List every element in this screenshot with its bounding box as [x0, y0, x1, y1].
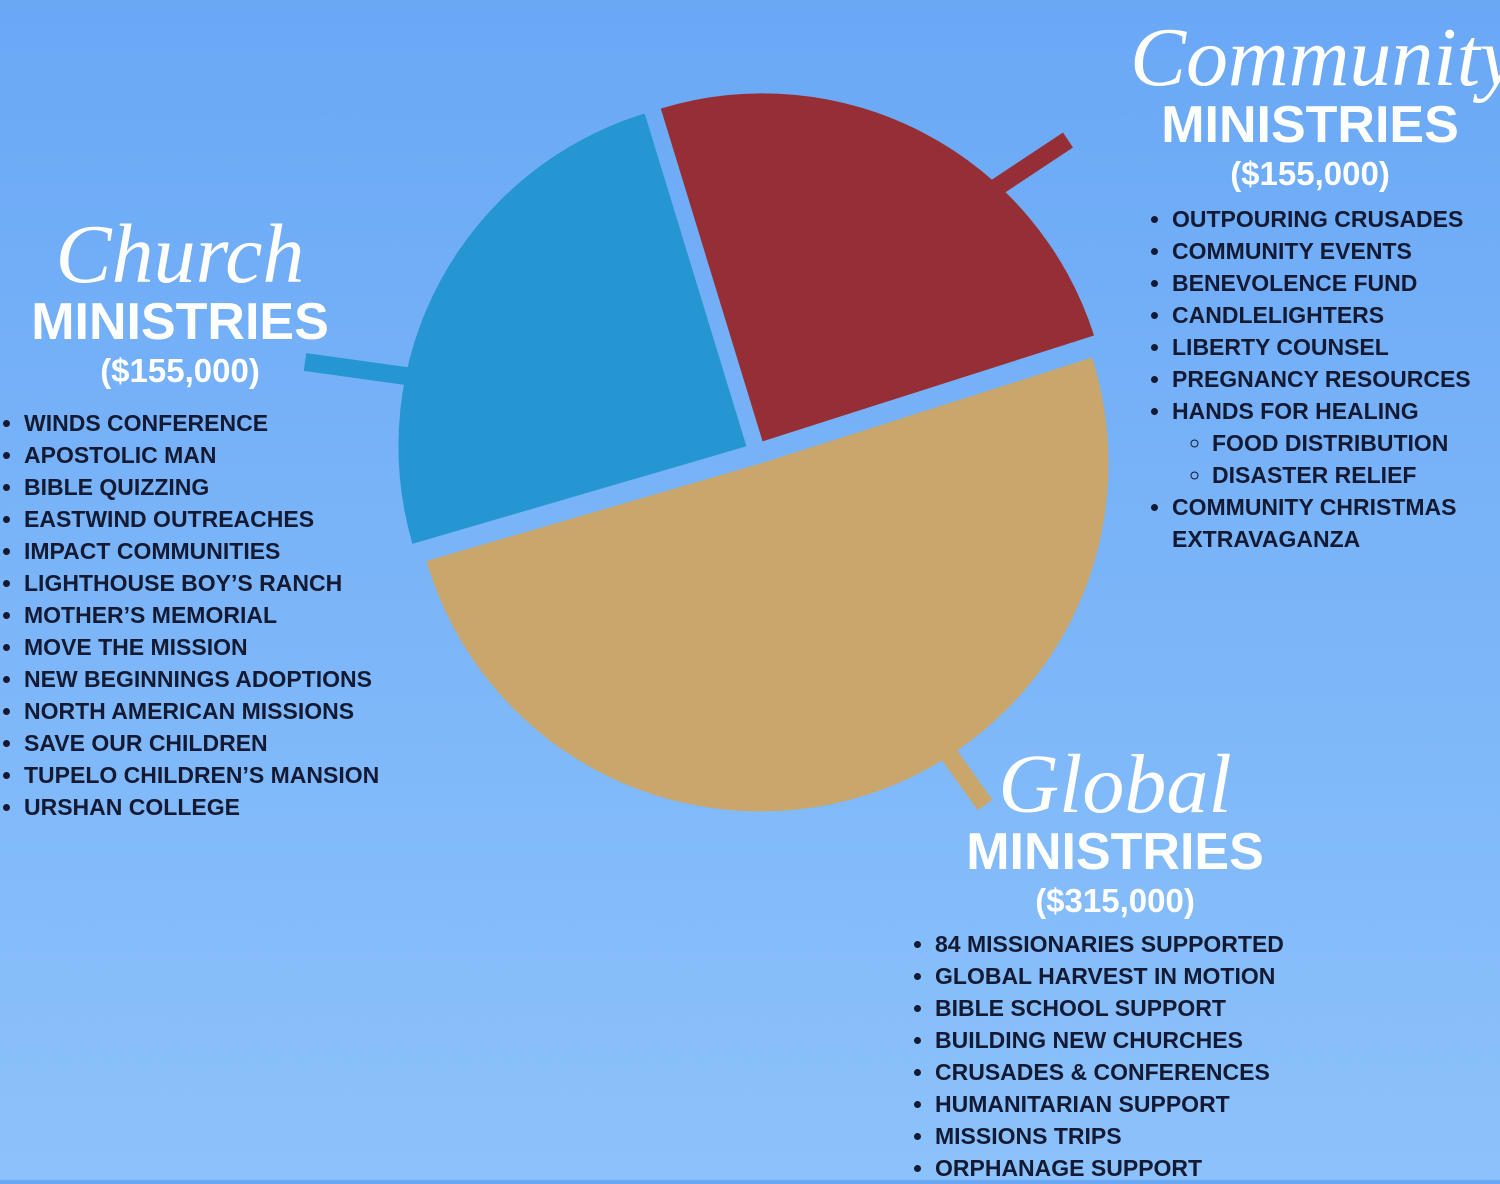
list-item: WINDS CONFERENCE — [24, 407, 464, 439]
value-label: ($155,000) — [100, 352, 260, 389]
list-item-text: HANDS FOR HEALING — [1172, 398, 1419, 424]
list-item: OUTPOURING CRUSADES — [1172, 203, 1500, 235]
list-item: 84 MISSIONARIES SUPPORTED — [935, 928, 1375, 960]
list-item: NORTH AMERICAN MISSIONS — [24, 695, 464, 727]
list-item: CRUSADES & CONFERENCES — [935, 1056, 1375, 1088]
value-label: ($155,000) — [1230, 155, 1390, 192]
list-item: MOTHER’S MEMORIAL — [24, 599, 464, 631]
heading: MINISTRIES — [1161, 96, 1459, 154]
list: OUTPOURING CRUSADESCOMMUNITY EVENTSBENEV… — [1140, 203, 1500, 555]
list-item: URSHAN COLLEGE — [24, 791, 464, 823]
list: WINDS CONFERENCEAPOSTOLIC MANBIBLE QUIZZ… — [0, 407, 464, 823]
list-item: MISSIONS TRIPS — [935, 1120, 1375, 1152]
sub-list-item: DISASTER RELIEF — [1212, 459, 1500, 491]
category: Global — [998, 738, 1232, 831]
leader — [303, 353, 422, 387]
list-item: LIGHTHOUSE BOY’S RANCH — [24, 567, 464, 599]
list-item: COMMUNITY CHRISTMAS EXTRAVAGANZA — [1172, 491, 1500, 555]
slice — [426, 357, 1109, 812]
heading: MINISTRIES — [966, 823, 1264, 881]
list-item: BUILDING NEW CHURCHES — [935, 1024, 1375, 1056]
label-community: Community MINISTRIES ($155,000) — [1130, 11, 1500, 196]
slice — [398, 113, 747, 544]
list-item: BIBLE SCHOOL SUPPORT — [935, 992, 1375, 1024]
list-item: LIBERTY COUNSEL — [1172, 331, 1500, 363]
value-label: ($315,000) — [1035, 882, 1195, 919]
list-item: GLOBAL HARVEST IN MOTION — [935, 960, 1375, 992]
list-item: EASTWIND OUTREACHES — [24, 503, 464, 535]
list-item: NEW BEGINNINGS ADOPTIONS — [24, 663, 464, 695]
list-item: BIBLE QUIZZING — [24, 471, 464, 503]
list-item: TUPELO CHILDREN’S MANSION — [24, 759, 464, 791]
list-item: COMMUNITY EVENTS — [1172, 235, 1500, 267]
list-item: CANDLELIGHTERS — [1172, 299, 1500, 331]
label-church: Church MINISTRIES ($155,000) — [0, 208, 360, 393]
heading: MINISTRIES — [31, 293, 329, 351]
sub-list: FOOD DISTRIBUTIONDISASTER RELIEF — [1172, 427, 1500, 491]
list-item: HUMANITARIAN SUPPORT — [935, 1088, 1375, 1120]
label-global: Global MINISTRIES ($315,000) — [930, 738, 1300, 923]
category: Community — [1130, 11, 1500, 104]
sub-list-item: FOOD DISTRIBUTION — [1212, 427, 1500, 459]
category: Church — [55, 208, 305, 301]
list-item: HANDS FOR HEALING FOOD DISTRIBUTIONDISAST… — [1172, 395, 1500, 491]
slice — [660, 93, 1095, 442]
list-item: ORPHANAGE SUPPORT — [935, 1152, 1375, 1184]
list: 84 MISSIONARIES SUPPORTEDGLOBAL HARVEST … — [903, 928, 1375, 1184]
leader — [980, 132, 1073, 203]
list-item: APOSTOLIC MAN — [24, 439, 464, 471]
list-item: IMPACT COMMUNITIES — [24, 535, 464, 567]
list-item: SAVE OUR CHILDREN — [24, 727, 464, 759]
list-item: PREGNANCY RESOURCES — [1172, 363, 1500, 395]
list-item: MOVE THE MISSION — [24, 631, 464, 663]
list-item: BENEVOLENCE FUND — [1172, 267, 1500, 299]
